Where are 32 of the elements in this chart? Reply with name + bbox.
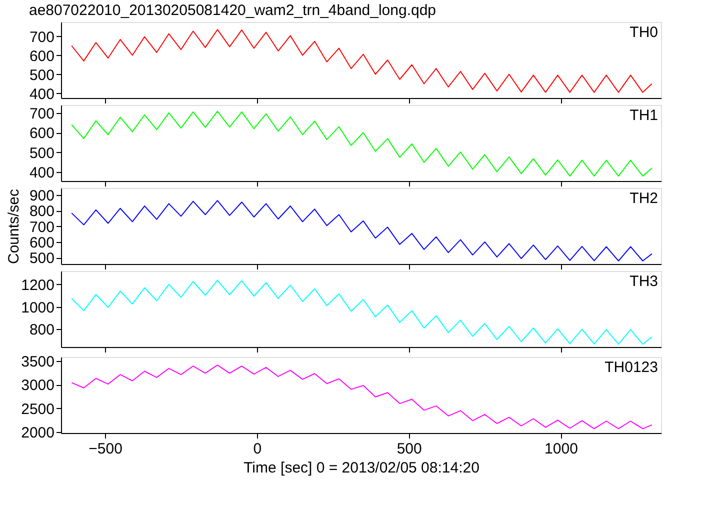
y-tick-label: 500 xyxy=(29,144,54,162)
y-tick-label: 800 xyxy=(29,322,54,339)
text: TH3 xyxy=(630,273,658,290)
y-tick-label: 400 xyxy=(29,164,54,182)
y-tick-label: 2000 xyxy=(21,424,54,442)
chart-title: ae807022010_20130205081420_wam2_trn_4band_long.qdp xyxy=(28,2,436,19)
y-tick-label: 700 xyxy=(29,105,54,122)
y-tick-label: 1200 xyxy=(21,276,54,294)
x-tick-label: −500 xyxy=(88,440,122,458)
text: TH1 xyxy=(630,107,658,124)
y-tick-label: 500 xyxy=(29,250,54,268)
text: TH0123 xyxy=(604,359,658,376)
y-tick-label: 600 xyxy=(29,234,54,252)
text: TH2 xyxy=(630,190,658,207)
y-tick-label: 800 xyxy=(29,203,54,220)
y-tick-label: 2500 xyxy=(21,400,54,418)
y-tick-label: 600 xyxy=(29,125,54,142)
y-tick-label: 3500 xyxy=(21,353,54,370)
y-tick-label: 3000 xyxy=(21,377,54,394)
x-tick-label: 0 xyxy=(253,440,262,458)
text: TH0 xyxy=(630,24,658,41)
y-tick-label: 700 xyxy=(29,218,54,236)
y-tick-label: 500 xyxy=(29,66,54,84)
x-tick-label: 1000 xyxy=(544,440,578,458)
x-tick-label: 500 xyxy=(396,440,422,458)
y-tick-label: 900 xyxy=(29,188,54,205)
y-tick-label: 700 xyxy=(29,28,54,46)
y-tick-label: 400 xyxy=(29,86,54,103)
x-axis-title: Time [sec] 0 = 2013/02/05 08:14:20 xyxy=(244,460,480,476)
y-axis-title: Counts/sec xyxy=(5,188,22,264)
y-tick-label: 600 xyxy=(29,48,54,65)
y-tick-label: 1000 xyxy=(21,299,54,316)
